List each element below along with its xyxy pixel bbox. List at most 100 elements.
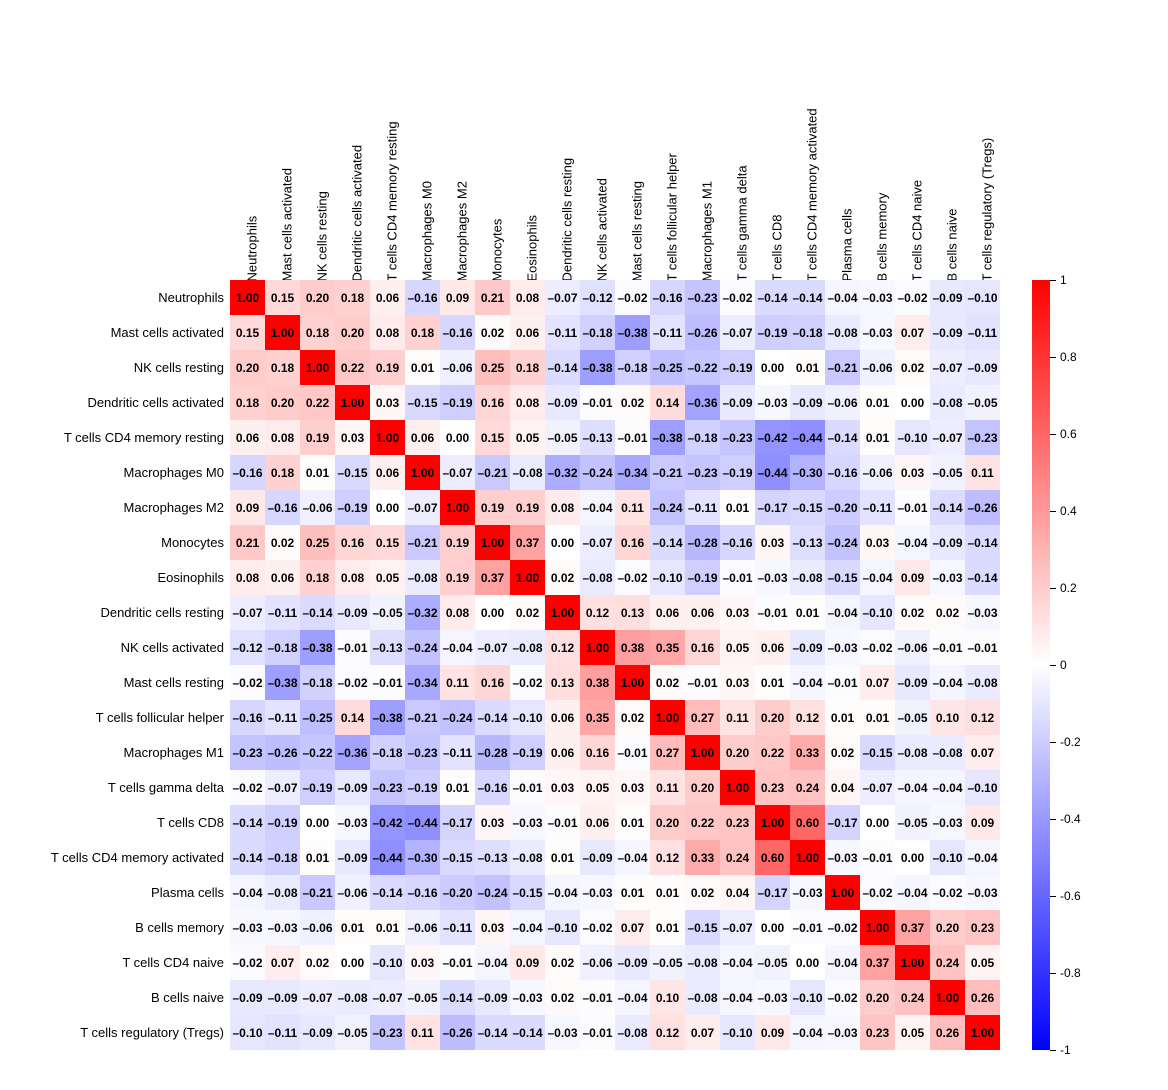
heatmap-cell: –0.04 bbox=[545, 875, 580, 910]
heatmap-cell: –0.19 bbox=[755, 315, 790, 350]
heatmap-cell: –0.02 bbox=[895, 280, 930, 315]
heatmap-cell: 0.19 bbox=[440, 525, 475, 560]
heatmap-cell: –0.02 bbox=[580, 910, 615, 945]
heatmap-cell: –0.04 bbox=[895, 875, 930, 910]
heatmap-cell: –0.10 bbox=[650, 560, 685, 595]
colorbar-tick-mark bbox=[1050, 665, 1056, 666]
heatmap-cell: 0.01 bbox=[860, 700, 895, 735]
heatmap-cell: –0.02 bbox=[335, 665, 370, 700]
heatmap-cell: –0.04 bbox=[510, 910, 545, 945]
heatmap-cell: –0.16 bbox=[440, 315, 475, 350]
heatmap-cell: 0.24 bbox=[895, 980, 930, 1015]
colorbar bbox=[1032, 280, 1050, 1050]
colorbar-tick-label: 0.2 bbox=[1060, 581, 1077, 595]
heatmap-cell: 1.00 bbox=[965, 1015, 1000, 1050]
heatmap-cell: –0.02 bbox=[825, 910, 860, 945]
heatmap-cell: –0.14 bbox=[230, 805, 265, 840]
heatmap-cell: –0.26 bbox=[440, 1015, 475, 1050]
heatmap-cell: –0.17 bbox=[755, 490, 790, 525]
heatmap-cell: 1.00 bbox=[230, 280, 265, 315]
heatmap-cell: 0.15 bbox=[370, 525, 405, 560]
heatmap-cell: –0.09 bbox=[475, 980, 510, 1015]
heatmap-cell: 0.03 bbox=[860, 525, 895, 560]
heatmap-cell: –0.04 bbox=[790, 1015, 825, 1050]
heatmap-cell: –0.03 bbox=[965, 595, 1000, 630]
heatmap-cell: 0.01 bbox=[300, 840, 335, 875]
heatmap-cell: 0.03 bbox=[370, 385, 405, 420]
heatmap-cell: –0.10 bbox=[545, 910, 580, 945]
heatmap-cell: 0.03 bbox=[545, 770, 580, 805]
heatmap-cell: 1.00 bbox=[405, 455, 440, 490]
heatmap-cell: –0.08 bbox=[930, 385, 965, 420]
row-label: T cells CD4 memory resting bbox=[0, 430, 224, 445]
heatmap-cell: –0.14 bbox=[930, 490, 965, 525]
heatmap-cell: 0.18 bbox=[265, 350, 300, 385]
heatmap-cell: 0.02 bbox=[685, 875, 720, 910]
heatmap-cell: –0.14 bbox=[300, 595, 335, 630]
heatmap-cell: –0.03 bbox=[930, 805, 965, 840]
heatmap-cell: 0.23 bbox=[965, 910, 1000, 945]
heatmap-cell: –0.14 bbox=[475, 1015, 510, 1050]
heatmap-cell: –0.24 bbox=[825, 525, 860, 560]
heatmap-cell: –0.21 bbox=[405, 700, 440, 735]
heatmap-cell: –0.26 bbox=[685, 315, 720, 350]
heatmap-cell: –0.01 bbox=[685, 665, 720, 700]
heatmap-cell: –0.02 bbox=[510, 665, 545, 700]
heatmap-cell: –0.09 bbox=[545, 385, 580, 420]
heatmap-cell: –0.04 bbox=[580, 490, 615, 525]
heatmap-cell: –0.06 bbox=[825, 385, 860, 420]
heatmap-cell: –0.38 bbox=[580, 350, 615, 385]
heatmap-cell: –0.44 bbox=[405, 805, 440, 840]
row-label: Plasma cells bbox=[0, 885, 224, 900]
heatmap-cell: –0.19 bbox=[335, 490, 370, 525]
heatmap-cell: 0.25 bbox=[475, 350, 510, 385]
heatmap-cell: –0.24 bbox=[405, 630, 440, 665]
heatmap-cell: 0.37 bbox=[475, 560, 510, 595]
heatmap-cell: –0.07 bbox=[300, 980, 335, 1015]
heatmap-cell: 0.06 bbox=[265, 560, 300, 595]
heatmap-cell: –0.25 bbox=[300, 700, 335, 735]
heatmap-cell: 0.15 bbox=[475, 420, 510, 455]
heatmap-cell: –0.19 bbox=[720, 455, 755, 490]
column-label: Monocytes bbox=[490, 219, 505, 282]
heatmap-cell: –0.13 bbox=[580, 420, 615, 455]
heatmap-cell: –0.01 bbox=[580, 980, 615, 1015]
heatmap-cell: –0.19 bbox=[440, 385, 475, 420]
heatmap-cell: 0.60 bbox=[790, 805, 825, 840]
heatmap-cell: –0.09 bbox=[265, 980, 300, 1015]
heatmap-cell: –0.04 bbox=[440, 630, 475, 665]
heatmap-cell: 1.00 bbox=[545, 595, 580, 630]
heatmap-cell: 1.00 bbox=[650, 700, 685, 735]
heatmap-cell: –0.13 bbox=[475, 840, 510, 875]
heatmap-cell: 0.00 bbox=[895, 840, 930, 875]
heatmap-cell: 0.08 bbox=[440, 595, 475, 630]
heatmap-cell: –0.04 bbox=[895, 525, 930, 560]
heatmap-cell: 0.20 bbox=[755, 700, 790, 735]
colorbar-tick-mark bbox=[1050, 973, 1056, 974]
heatmap-cell: 0.08 bbox=[335, 560, 370, 595]
heatmap-cell: 1.00 bbox=[300, 350, 335, 385]
heatmap-cell: 0.38 bbox=[615, 630, 650, 665]
heatmap-cell: –0.18 bbox=[685, 420, 720, 455]
heatmap-cell: 0.06 bbox=[755, 630, 790, 665]
heatmap-cell: 1.00 bbox=[895, 945, 930, 980]
heatmap-cell: –0.07 bbox=[860, 770, 895, 805]
heatmap-cell: –0.08 bbox=[265, 875, 300, 910]
heatmap-cell: –0.24 bbox=[440, 700, 475, 735]
heatmap-cell: –0.11 bbox=[265, 595, 300, 630]
heatmap-cell: –0.10 bbox=[965, 280, 1000, 315]
heatmap-cell: –0.15 bbox=[440, 840, 475, 875]
heatmap-cell: 0.02 bbox=[895, 350, 930, 385]
column-label: Macrophages M0 bbox=[420, 181, 435, 281]
heatmap-cell: –0.30 bbox=[790, 455, 825, 490]
row-label: Monocytes bbox=[0, 535, 224, 550]
heatmap-cell: –0.05 bbox=[650, 945, 685, 980]
heatmap-cell: 0.35 bbox=[580, 700, 615, 735]
heatmap-cell: 0.02 bbox=[650, 665, 685, 700]
heatmap-cell: 0.00 bbox=[545, 525, 580, 560]
heatmap-cell: –0.09 bbox=[335, 595, 370, 630]
heatmap-cell: –0.19 bbox=[685, 560, 720, 595]
column-label: T cells regulatory (Tregs) bbox=[980, 138, 995, 282]
heatmap-cell: 0.01 bbox=[615, 805, 650, 840]
heatmap-cell: –0.01 bbox=[895, 490, 930, 525]
